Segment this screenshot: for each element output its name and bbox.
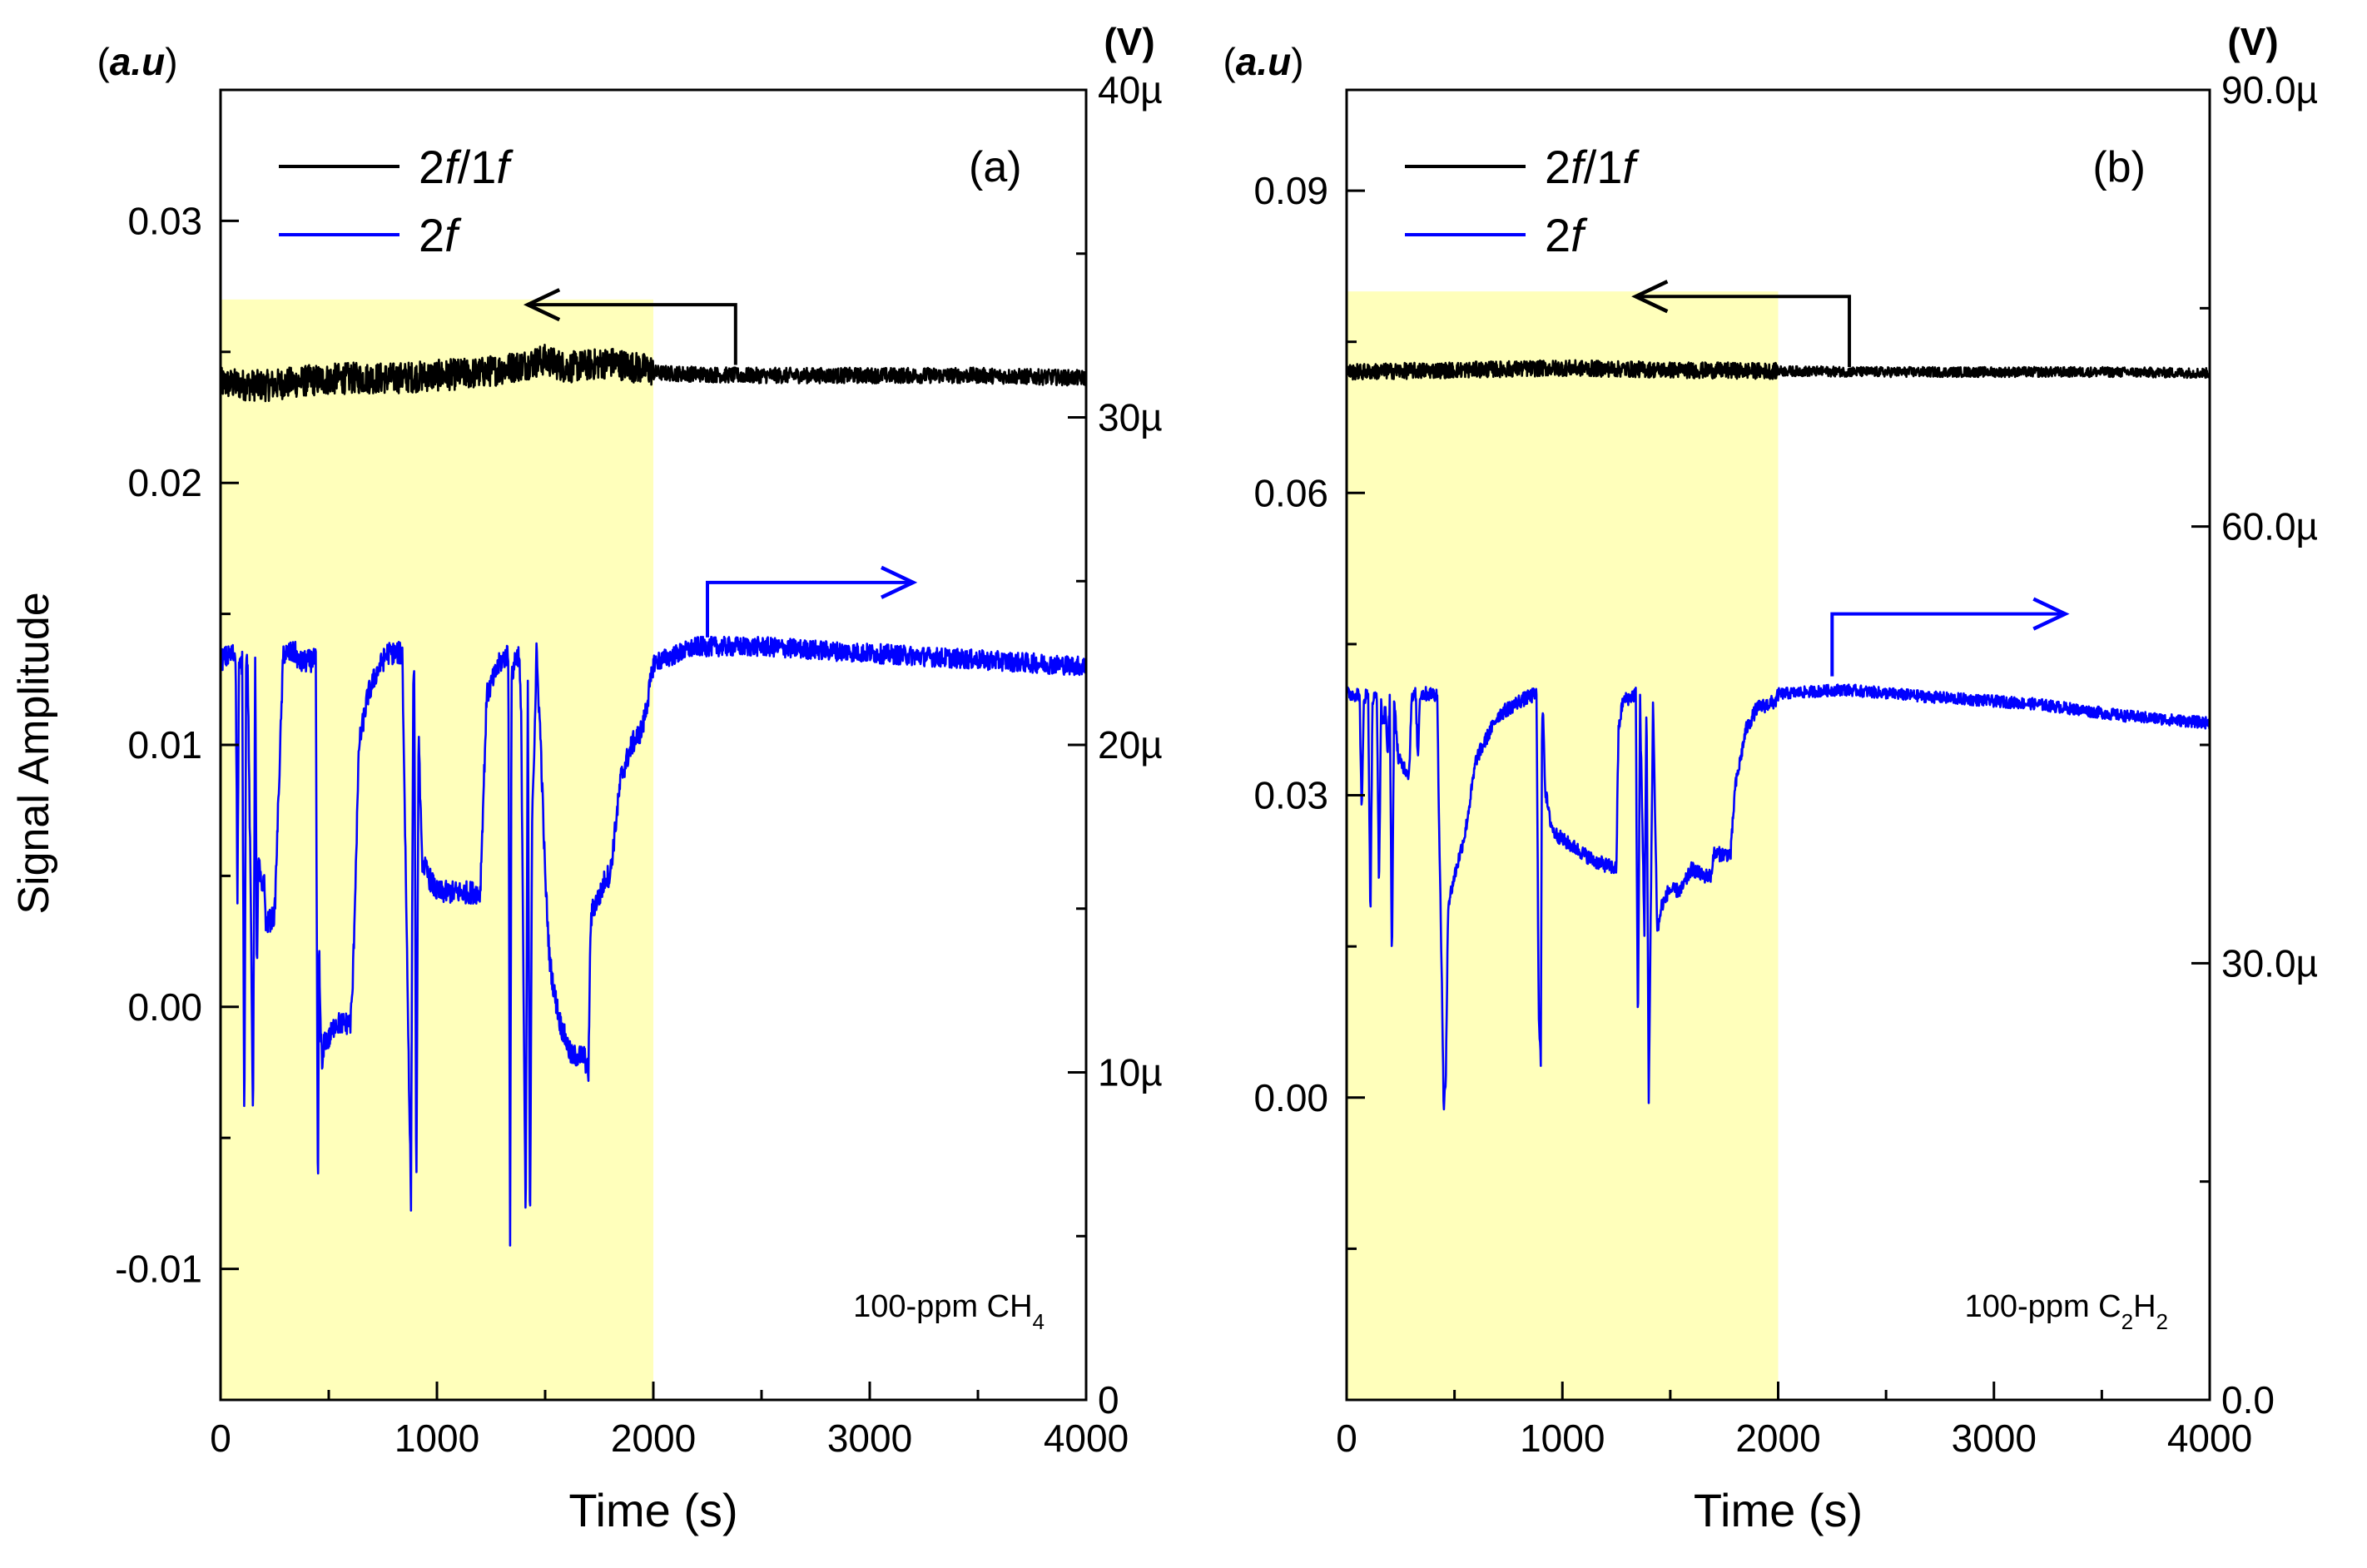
x-tick-label: 1000 — [394, 1417, 479, 1460]
left-tick-label: 0.02 — [127, 461, 202, 504]
gas-annotation: 100-ppm C2H2 — [1965, 1289, 2168, 1334]
x-tick-label: 4000 — [2167, 1417, 2252, 1460]
right-tick-label: 0.0 — [2221, 1378, 2275, 1422]
x-tick-label: 3000 — [1952, 1417, 2037, 1460]
left-axis-unit: (a.u) — [97, 40, 177, 83]
right-tick-label: 0 — [1098, 1378, 1119, 1422]
arrow-shaft — [706, 580, 913, 638]
arrow-right-axis — [706, 565, 918, 638]
right-tick-label: 10µ — [1098, 1051, 1163, 1094]
left-tick-label: 0.03 — [1253, 774, 1328, 817]
left-tick-label: 0.03 — [127, 199, 202, 242]
left-tick-label: 0.00 — [127, 985, 202, 1029]
right-tick-label: 40µ — [1098, 68, 1163, 112]
x-axis-label: Time (s) — [568, 1484, 737, 1536]
left-tick-label: 0.06 — [1253, 471, 1328, 514]
right-axis-unit: (V) — [1104, 20, 1154, 63]
x-axis-label: Time (s) — [1694, 1484, 1863, 1536]
arrow-head — [1631, 280, 1669, 314]
right-tick-label: 30µ — [1098, 396, 1163, 439]
left-tick-label: -0.01 — [115, 1248, 202, 1291]
unit-text: a.u — [110, 40, 165, 83]
chart-panel-a: 0 1000 2000 3000 4000 -0.01 0.00 0.01 0.02 0.03 0 1… — [97, 20, 1162, 1536]
x-tick-label: 2000 — [611, 1417, 696, 1460]
chart-panel-b: 0 1000 2000 3000 4000 0.00 0.03 0.06 0.09 0.0 30.0… — [1223, 20, 2318, 1536]
series-line-2f-1f — [1345, 359, 2211, 381]
x-tick-label: 2000 — [1735, 1417, 1820, 1460]
gas-annotation: 100-ppm CH4 — [853, 1289, 1045, 1334]
x-tick-label: 1000 — [1520, 1417, 1605, 1460]
legend-label-2f1f: 2f/1f — [1545, 141, 1640, 193]
legend: 2f/1f 2f — [1405, 141, 1640, 261]
arrow-shaft — [1635, 295, 1852, 367]
series-line-2f — [1345, 683, 2211, 1111]
series-line-2f — [219, 635, 1088, 1247]
panel-label: (b) — [2092, 143, 2146, 191]
arrow-right-axis — [1830, 597, 2070, 677]
legend: 2f/1f 2f — [279, 141, 514, 261]
arrow-head — [881, 565, 918, 599]
right-tick-label: 30.0µ — [2221, 941, 2318, 985]
x-tick-label: 0 — [1336, 1417, 1357, 1460]
x-tick-label: 4000 — [1044, 1417, 1129, 1460]
right-tick-label: 60.0µ — [2221, 505, 2318, 548]
right-tick-label: 20µ — [1098, 723, 1163, 767]
legend-label-2f: 2f — [419, 209, 462, 261]
left-tick-label: 0.09 — [1253, 169, 1328, 212]
arrow-left-axis — [1631, 280, 1852, 367]
left-axis-unit: (a.u) — [1223, 40, 1303, 83]
x-tick-label: 3000 — [827, 1417, 912, 1460]
right-tick-label: 90.0µ — [2221, 68, 2318, 112]
arrow-head — [2032, 597, 2070, 631]
legend-label-2f1f: 2f/1f — [419, 141, 514, 193]
arrow-shaft — [528, 303, 737, 365]
left-tick-label: 0.00 — [1253, 1076, 1328, 1119]
series-line-2f-1f — [219, 344, 1088, 403]
arrow-shaft — [1830, 612, 2066, 677]
shaded-region — [221, 299, 653, 1401]
arrow-head — [523, 288, 561, 322]
left-tick-label: 0.01 — [127, 723, 202, 767]
figure-ylabel: Signal Amplitude — [10, 592, 58, 914]
right-axis-unit: (V) — [2227, 20, 2278, 63]
arrow-left-axis — [523, 288, 737, 365]
shaded-region — [1347, 291, 1779, 1401]
legend-label-2f: 2f — [1545, 209, 1588, 261]
unit-text: a.u — [1236, 40, 1291, 83]
panel-label: (a) — [969, 143, 1022, 191]
x-tick-label: 0 — [210, 1417, 231, 1460]
